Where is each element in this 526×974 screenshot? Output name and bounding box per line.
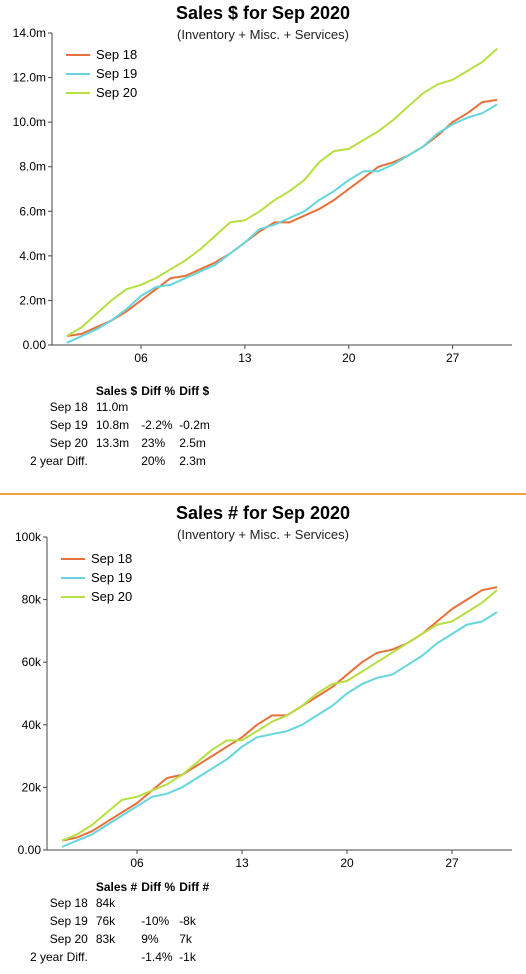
y-tick-label: 14.0m bbox=[13, 26, 46, 40]
y-tick-label: 0.00 bbox=[23, 338, 47, 352]
x-tick-label: 20 bbox=[340, 856, 354, 870]
legend-label: Sep 20 bbox=[91, 589, 132, 604]
y-tick-label: 0.00 bbox=[18, 843, 42, 857]
summary-header-row: Sales $ Diff % Diff $ bbox=[28, 384, 212, 398]
row-label: Sep 19 bbox=[49, 914, 88, 928]
row-value bbox=[94, 948, 139, 966]
row-diff-abs bbox=[177, 894, 211, 912]
chart-title: Sales # for Sep 2020 bbox=[175, 503, 351, 523]
sales-dollar-panel: Sales $ for Sep 2020 (Inventory + Misc. … bbox=[13, 3, 512, 470]
x-tick-label: 06 bbox=[130, 856, 144, 870]
y-tick-label: 60k bbox=[22, 655, 42, 669]
table-row: Sep 18 84k bbox=[28, 894, 211, 912]
row-label: Sep 18 bbox=[49, 896, 88, 910]
legend-label: Sep 19 bbox=[96, 66, 137, 81]
row-label: 2 year Diff. bbox=[30, 950, 88, 964]
header-value: Sales $ bbox=[95, 384, 138, 398]
summary-header-row: Sales # Diff % Diff # bbox=[28, 880, 211, 894]
row-value: 83k bbox=[95, 932, 116, 946]
row-diff-pct: -10% bbox=[141, 914, 170, 928]
y-tick-label: 8.0m bbox=[19, 160, 46, 174]
y-tick-label: 80k bbox=[22, 593, 42, 607]
row-label: 2 year Diff. bbox=[30, 454, 88, 468]
row-diff-abs: -0.2m bbox=[179, 418, 210, 432]
x-tick-label: 13 bbox=[238, 351, 252, 365]
row-diff-abs: -8k bbox=[179, 914, 196, 928]
legend-label: Sep 18 bbox=[96, 47, 137, 62]
y-tick-label: 40k bbox=[22, 718, 42, 732]
x-tick-label: 06 bbox=[134, 351, 148, 365]
sales-count-summary-table: Sales # Diff % Diff # Sep 18 84k Sep 19 … bbox=[28, 880, 211, 966]
row-value: 11.0m bbox=[95, 400, 129, 414]
x-tick-label: 20 bbox=[342, 351, 356, 365]
y-tick-label: 100k bbox=[15, 530, 42, 544]
series-line-sep-18 bbox=[66, 98, 498, 338]
table-row: 2 year Diff. -1.4% -1k bbox=[28, 948, 211, 966]
y-tick-label: 10.0m bbox=[13, 115, 46, 129]
series-line-sep-19 bbox=[61, 611, 498, 848]
y-tick-label: 4.0m bbox=[19, 249, 46, 263]
sales-dollar-summary-table: Sales $ Diff % Diff $ Sep 18 11.0m Sep 1… bbox=[28, 384, 212, 470]
row-diff-abs: 2.3m bbox=[179, 454, 206, 468]
legend-label: Sep 18 bbox=[91, 551, 132, 566]
header-value: Sales # bbox=[95, 880, 138, 894]
series-line-sep-19 bbox=[66, 103, 498, 344]
table-row: Sep 19 10.8m -2.2% -0.2m bbox=[28, 416, 212, 434]
x-tick-label: 13 bbox=[235, 856, 249, 870]
row-label: Sep 20 bbox=[49, 436, 88, 450]
row-diff-pct: 23% bbox=[141, 436, 166, 450]
row-diff-abs: -1k bbox=[179, 950, 196, 964]
sales-count-panel: Sales # for Sep 2020 (Inventory + Misc. … bbox=[0, 500, 526, 974]
row-diff-pct bbox=[139, 894, 177, 912]
row-diff-pct bbox=[139, 398, 177, 416]
row-value: 10.8m bbox=[95, 418, 130, 432]
table-row: Sep 18 11.0m bbox=[28, 398, 212, 416]
table-row: Sep 20 83k 9% 7k bbox=[28, 930, 211, 948]
row-label: Sep 19 bbox=[49, 418, 88, 432]
series-line-sep-20 bbox=[66, 47, 498, 337]
legend-label: Sep 20 bbox=[96, 85, 137, 100]
sales-count-chart: 0.00 20k 40k 60k 80k 100k 06 13 20 27 Sep 18 Sep 19… bbox=[15, 530, 512, 870]
sales-dollar-chart: 0.00 2.0m 4.0m 6.0m 8.0m 10.0m 12.0m 14.0m 06 13 2… bbox=[13, 26, 512, 365]
row-value: 76k bbox=[95, 914, 116, 928]
table-row: Sep 20 13.3m 23% 2.5m bbox=[28, 434, 212, 452]
table-row: Sep 19 76k -10% -8k bbox=[28, 912, 211, 930]
row-diff-pct: 9% bbox=[141, 932, 159, 946]
y-tick-label: 20k bbox=[22, 780, 42, 794]
row-diff-pct: 20% bbox=[141, 454, 166, 468]
header-diff-pct: Diff % bbox=[141, 384, 176, 398]
row-diff-pct: -2.2% bbox=[141, 418, 173, 432]
header-diff-abs: Diff $ bbox=[179, 384, 210, 398]
row-value: 13.3m bbox=[95, 436, 130, 450]
section-divider bbox=[0, 493, 526, 495]
chart-title: Sales $ for Sep 2020 bbox=[175, 3, 351, 23]
x-tick-label: 27 bbox=[446, 351, 460, 365]
row-value: 84k bbox=[95, 896, 116, 910]
row-diff-abs: 2.5m bbox=[179, 436, 206, 450]
y-tick-label: 2.0m bbox=[19, 293, 46, 307]
y-tick-label: 6.0m bbox=[19, 204, 46, 218]
chart-subtitle: (Inventory + Misc. + Services) bbox=[177, 527, 349, 542]
legend-label: Sep 19 bbox=[91, 570, 132, 585]
series-line-sep-20 bbox=[61, 589, 498, 842]
y-tick-label: 12.0m bbox=[13, 71, 46, 85]
row-label: Sep 20 bbox=[49, 932, 88, 946]
x-tick-label: 27 bbox=[445, 856, 459, 870]
row-value bbox=[94, 452, 139, 470]
row-diff-pct: -1.4% bbox=[141, 950, 173, 964]
series-line-sep-18 bbox=[61, 586, 498, 842]
table-row: 2 year Diff. 20% 2.3m bbox=[28, 452, 212, 470]
chart-subtitle: (Inventory + Misc. + Services) bbox=[177, 27, 349, 42]
header-diff-pct: Diff % bbox=[141, 880, 176, 894]
row-label: Sep 18 bbox=[49, 400, 88, 414]
header-diff-abs: Diff # bbox=[179, 880, 210, 894]
row-diff-abs: 7k bbox=[179, 932, 192, 946]
row-diff-abs bbox=[177, 398, 212, 416]
